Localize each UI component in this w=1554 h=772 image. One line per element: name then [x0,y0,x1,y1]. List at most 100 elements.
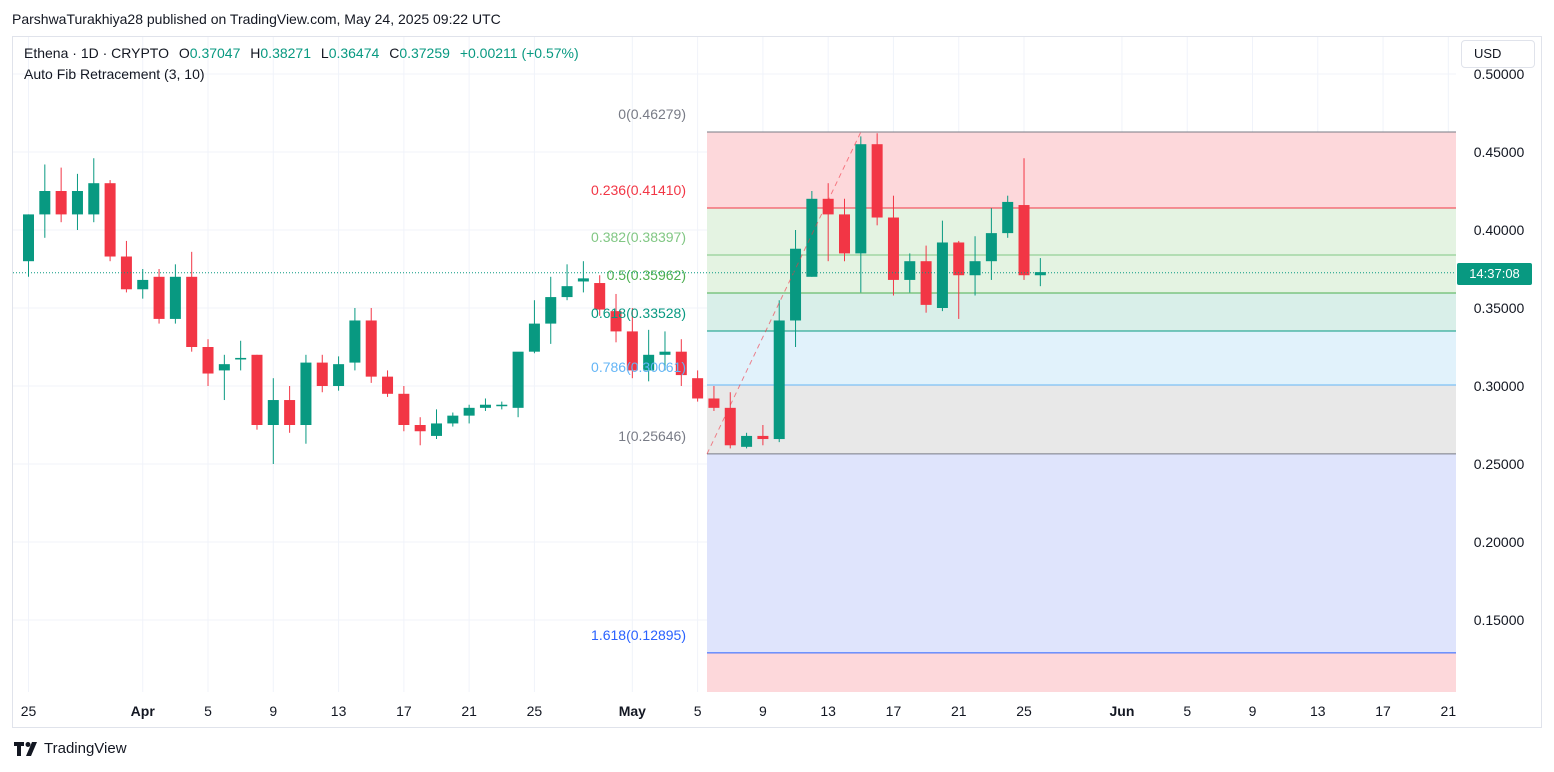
price-tick-label: 0.40000 [1474,222,1525,238]
candle-body [479,404,491,408]
candle-body [773,320,785,440]
bar-countdown: 14:37:08 [1457,263,1532,285]
candle-body [300,362,312,425]
close-value: 0.37259 [399,45,450,61]
time-axis: 25 Apr 5 9 13 17 21 25 May 5 9 13 17 21 25 Jun 5 9 13 17 21 [21,703,1457,719]
candle-body [953,242,965,276]
fib-zone [707,652,1456,692]
candle-body [218,364,230,371]
high-value: 0.38271 [260,45,311,61]
fib-trend-line [706,131,862,455]
low-label: L [320,45,329,61]
currency-button[interactable]: USD [1461,40,1535,68]
candle-body [871,144,883,218]
fib-level-label: 1(0.25646) [618,428,686,444]
candle-body [267,400,279,425]
time-tick-label: 9 [759,703,767,719]
candle-body [382,376,394,394]
candle-body [855,144,867,254]
fib-zone [707,208,1456,256]
symbol-legend[interactable]: Ethena · 1D · CRYPTO O0.37047 H0.38271 L… [24,45,579,61]
candle-body [577,278,589,282]
candle-body [251,354,263,425]
time-tick-label: 13 [820,703,836,719]
fib-level-label: 0.236(0.41410) [591,182,686,198]
price-tick-label: 0.35000 [1474,300,1525,316]
candle-body [398,393,410,425]
fib-retracement [707,131,1456,692]
candle-body [920,261,932,305]
candle-body [1002,201,1014,234]
fib-zone [707,255,1456,293]
candle-body [741,435,753,447]
price-tick-label: 0.25000 [1474,456,1525,472]
time-tick-label: 17 [1375,703,1391,719]
time-tick-label: 13 [1310,703,1326,719]
publish-info: ParshwaTurakhiya28 published on TradingV… [12,11,501,27]
time-tick-label: 25 [527,703,543,719]
candle-body [186,276,198,347]
candle-body [1018,205,1030,276]
time-tick-label: Apr [131,703,156,719]
candle-body [512,351,524,408]
candle-body [839,214,850,254]
time-tick-label: 5 [204,703,212,719]
candle-body [463,407,475,416]
time-tick-label: 21 [1441,703,1457,719]
fib-level-label: 0(0.46279) [618,106,686,122]
time-tick-label: Jun [1109,703,1134,719]
candle-body [39,191,51,215]
time-tick-label: 21 [951,703,967,719]
open-label: O [178,45,190,61]
time-tick-label: 25 [1016,703,1032,719]
candle-body [365,320,377,377]
low-value: 0.36474 [328,45,380,61]
time-tick-label: 17 [396,703,412,719]
candle-body [936,242,948,308]
price-tick-label: 0.20000 [1474,534,1525,550]
indicator-legend[interactable]: Auto Fib Retracement (3, 10) [24,66,205,82]
fib-zone [707,292,1456,331]
high-label: H [250,45,261,61]
candle-body [333,364,345,386]
candle-body [71,191,83,215]
candle-body [757,435,769,440]
fib-zone [707,330,1456,386]
tradingview-logo[interactable]: TradingView [14,740,127,757]
candle-body [431,423,442,436]
time-tick-label: 5 [694,703,702,719]
time-tick-label: 5 [1183,703,1191,719]
time-tick-label: 9 [269,703,277,719]
candle-body [202,347,214,374]
overlay: 0(0.46279) 0.236(0.41410) 0.382(0.38397) 0.… [13,106,1456,643]
fib-zone [707,132,1456,209]
brand-name: TradingView [44,740,127,757]
candle-body [708,398,720,408]
candle-body [545,297,557,324]
candle-body [169,276,181,319]
open-value: 0.37047 [189,45,241,61]
candle-body [969,261,981,276]
candle-body [120,256,132,290]
time-tick-label: 13 [331,703,347,719]
candle-body [643,354,655,371]
time-tick-label: May [619,703,646,719]
candle-body [806,198,818,277]
candle-body [23,214,34,262]
candle-body [985,233,997,262]
price-tick-label: 0.30000 [1474,378,1525,394]
candle-body [561,286,573,298]
candle-body [88,183,100,215]
price-tick-label: 0.45000 [1474,144,1525,160]
close-label: C [389,45,400,61]
candle-body [692,378,704,399]
candles [23,133,1046,464]
fib-level-label: 0.5(0.35962) [607,267,686,283]
candle-body [104,183,116,257]
candle-body [284,400,296,425]
price-axis: 0.50000 0.45000 0.40000 0.35000 0.30000 0.250… [1474,66,1525,628]
candle-body [790,248,802,321]
candle-body [528,323,540,352]
candle-body [137,279,149,290]
